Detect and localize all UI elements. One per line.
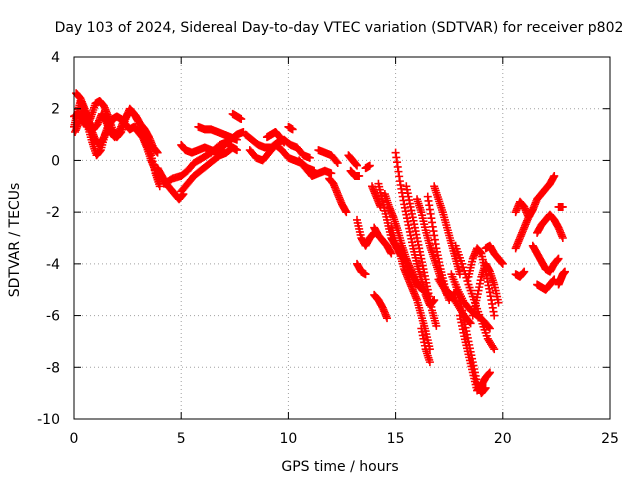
data-point xyxy=(550,171,559,180)
x-tick-label: 0 xyxy=(70,431,79,447)
y-tick-label: -6 xyxy=(46,309,60,325)
data-point xyxy=(365,161,374,170)
data-point xyxy=(232,146,241,155)
data-point xyxy=(432,321,441,330)
y-axis-label: SDTVAR / TECUs xyxy=(7,183,23,298)
y-tick-label: -10 xyxy=(37,412,60,428)
data-point xyxy=(465,318,474,327)
series-arc37 xyxy=(451,241,499,354)
series-arc15 xyxy=(295,156,336,180)
series-arc4 xyxy=(71,107,114,160)
series-arc19 xyxy=(346,166,364,180)
series-arc22 xyxy=(361,161,374,173)
series-arc13 xyxy=(262,127,289,147)
series-arc20 xyxy=(353,215,379,250)
x-tick-label: 5 xyxy=(177,431,186,447)
x-axis-label: GPS time / hours xyxy=(281,459,398,475)
series-arc21 xyxy=(353,259,370,279)
series-arc30 xyxy=(402,182,441,330)
data-point xyxy=(227,144,236,153)
y-tick-label: 4 xyxy=(51,50,60,66)
grid xyxy=(74,57,610,419)
series-arc14 xyxy=(284,122,297,134)
data-point xyxy=(387,249,396,258)
data-point xyxy=(333,159,342,168)
series-arc47 xyxy=(533,210,567,242)
series-arc18 xyxy=(344,151,362,170)
y-tick-label: -4 xyxy=(46,257,60,273)
series-arc39 xyxy=(455,311,494,395)
data-point xyxy=(490,311,499,320)
data-point xyxy=(355,171,364,180)
y-axis: 4 2 0 -2 -4 -6 -8 -10 xyxy=(37,50,610,428)
data-point xyxy=(528,205,537,214)
y-tick-label: -8 xyxy=(46,360,60,376)
series-arc48 xyxy=(533,275,559,294)
data-point xyxy=(305,153,314,162)
x-axis: 0 5 10 15 20 25 xyxy=(70,57,619,447)
series-arc46 xyxy=(528,241,563,276)
data-point xyxy=(498,259,507,268)
y-tick-label: 0 xyxy=(51,153,60,169)
data-point xyxy=(558,234,567,242)
y-tick-label: 2 xyxy=(51,102,60,118)
series-arc40 xyxy=(464,244,499,320)
series-arc16 xyxy=(314,146,342,168)
series-arc44 xyxy=(511,205,537,253)
series-arc9 xyxy=(194,122,241,144)
data-point xyxy=(105,117,114,126)
data-point xyxy=(237,115,246,124)
data-point xyxy=(361,270,370,279)
series-arc17 xyxy=(325,174,351,217)
chart-title: Day 103 of 2024, Sidereal Day-to-day VTE… xyxy=(55,20,624,36)
data-point xyxy=(485,324,494,333)
data-point xyxy=(554,254,563,263)
x-tick-label: 15 xyxy=(387,431,405,447)
data-points xyxy=(70,89,569,398)
data-point xyxy=(466,319,475,328)
series-arc25 xyxy=(370,290,392,323)
data-point xyxy=(383,314,392,323)
data-point xyxy=(332,157,341,166)
x-tick-label: 25 xyxy=(601,431,619,447)
series-arc42 xyxy=(481,241,507,268)
y-tick-label: -2 xyxy=(46,205,60,221)
data-point xyxy=(353,161,362,170)
series-arc43 xyxy=(511,171,559,222)
data-point xyxy=(560,267,569,276)
data-point xyxy=(494,298,503,307)
series-arc41 xyxy=(468,259,503,320)
data-point xyxy=(153,148,162,157)
series-arc10 xyxy=(228,109,246,124)
data-point xyxy=(558,202,567,211)
series-arc50 xyxy=(554,202,567,211)
x-tick-label: 20 xyxy=(494,431,512,447)
data-point xyxy=(425,358,434,367)
data-point xyxy=(490,345,499,354)
series-arc49 xyxy=(554,267,569,289)
data-point xyxy=(327,169,336,178)
data-point xyxy=(520,267,529,276)
data-point xyxy=(232,135,241,144)
data-point xyxy=(342,208,351,217)
data-point xyxy=(155,182,164,191)
series-arc24 xyxy=(370,223,396,258)
data-point xyxy=(288,125,297,134)
x-tick-label: 10 xyxy=(279,431,297,447)
series-arc45 xyxy=(511,267,529,281)
data-point xyxy=(228,143,237,152)
series-arc32 xyxy=(417,324,434,367)
data-point xyxy=(489,343,498,352)
data-point xyxy=(280,138,289,147)
data-point xyxy=(485,368,494,377)
plot-frame xyxy=(73,56,611,420)
